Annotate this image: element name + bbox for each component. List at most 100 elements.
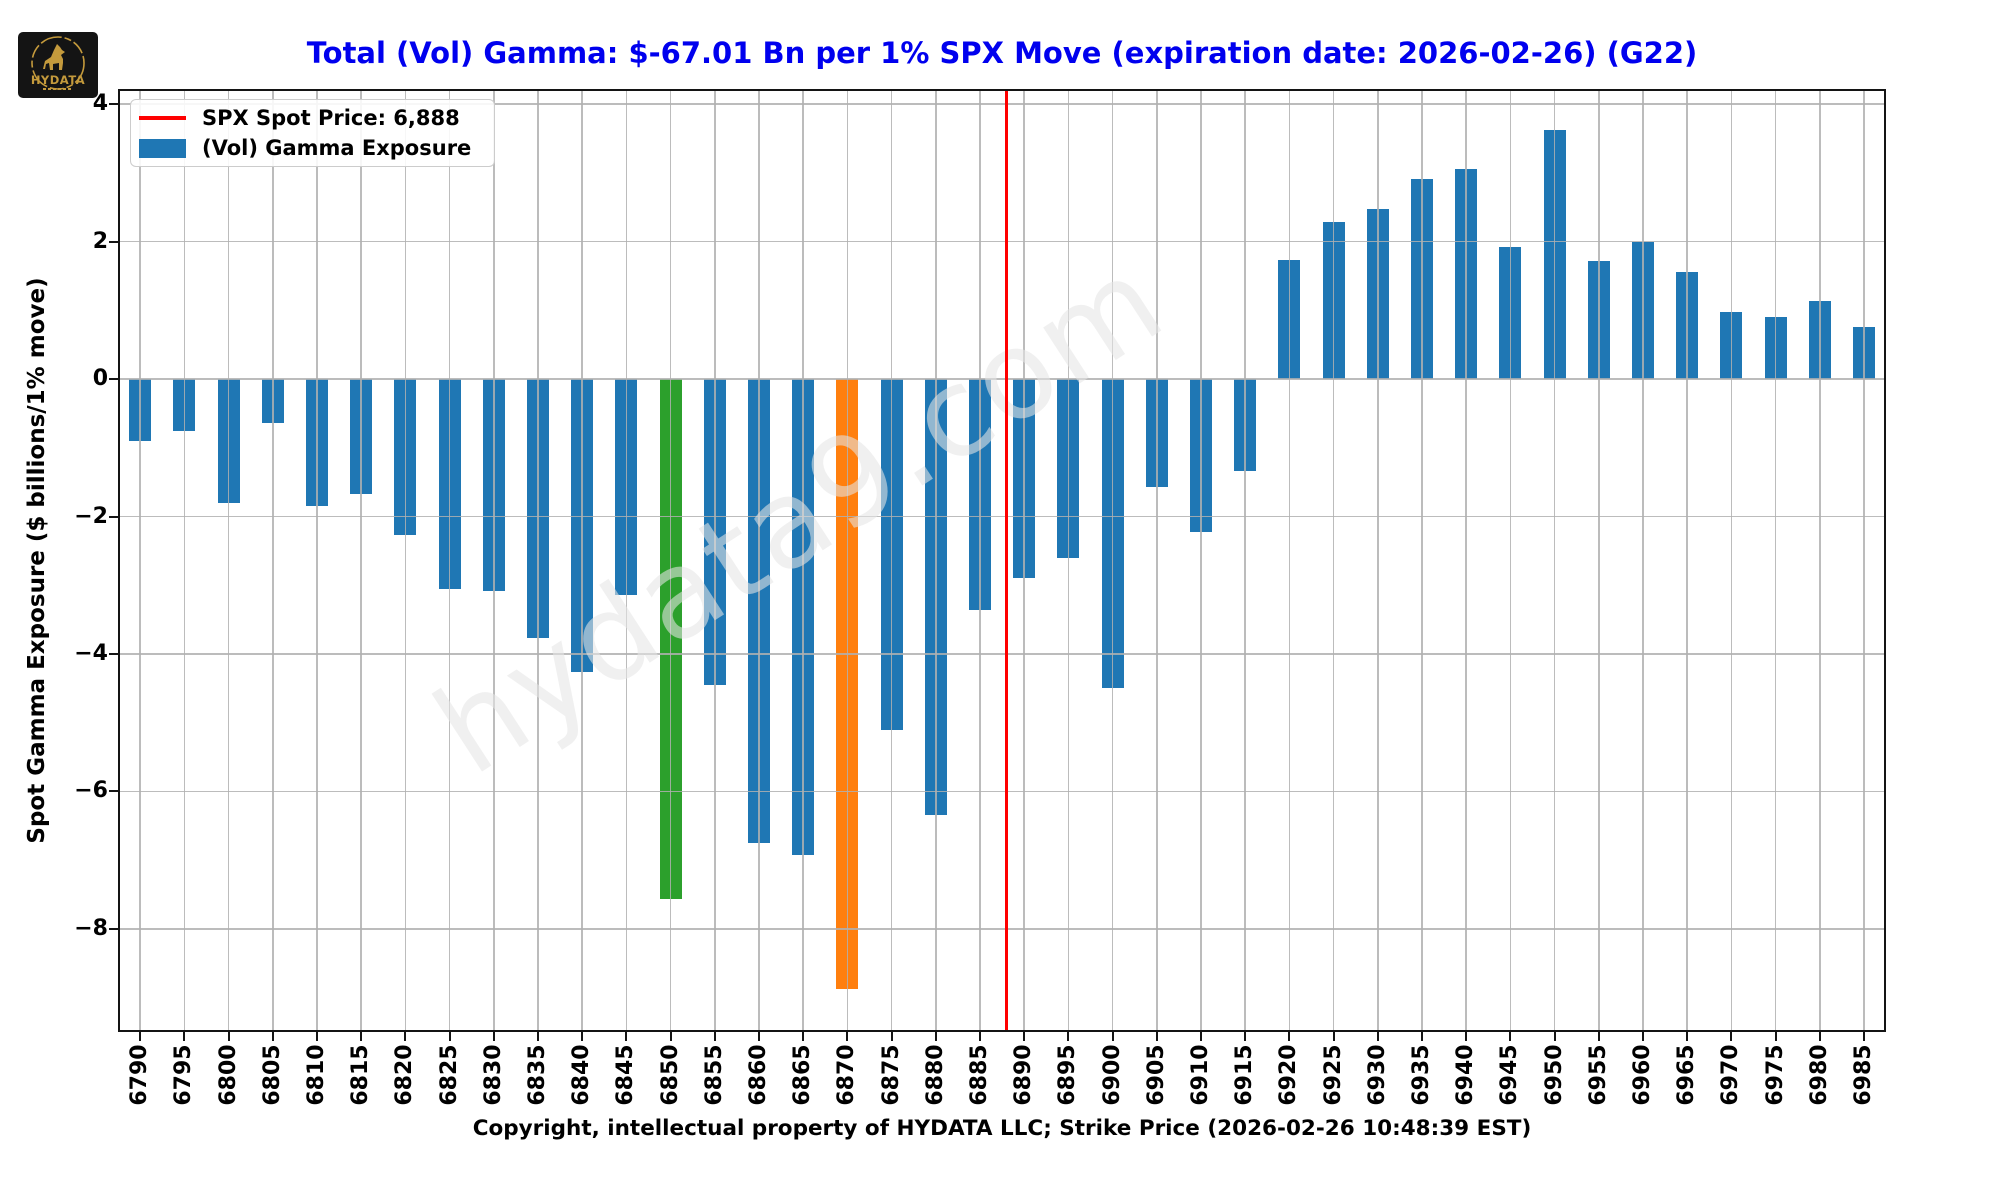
vertical-gridline — [1244, 89, 1246, 1032]
y-tick-label: 0 — [92, 366, 108, 391]
vertical-gridline — [802, 89, 804, 1032]
spot-line-swatch — [139, 116, 186, 120]
x-tick-mark — [846, 1032, 849, 1041]
x-tick-label-6965: 6965 — [1674, 1044, 1700, 1106]
vertical-gridline — [139, 89, 141, 1032]
vertical-gridline — [581, 89, 583, 1032]
copyright-caption: Copyright, intellectual property of HYDA… — [472, 1116, 1532, 1141]
x-tick-mark — [1199, 1032, 1202, 1041]
vertical-gridline — [979, 89, 981, 1032]
x-tick-mark — [1465, 1032, 1468, 1041]
x-tick-label-6890: 6890 — [1011, 1044, 1037, 1106]
x-tick-label-6920: 6920 — [1276, 1044, 1302, 1106]
y-tick-mark — [109, 653, 118, 655]
x-tick-label-6925: 6925 — [1320, 1044, 1346, 1106]
x-tick-mark — [1067, 1032, 1070, 1041]
x-tick-label-6795: 6795 — [171, 1044, 197, 1106]
x-tick-mark — [492, 1032, 495, 1041]
x-tick-mark — [536, 1032, 539, 1041]
x-tick-label-6915: 6915 — [1232, 1044, 1258, 1106]
legend: SPX Spot Price: 6,888 (Vol) Gamma Exposu… — [130, 99, 495, 167]
x-tick-label-6805: 6805 — [259, 1044, 285, 1106]
vertical-gridline — [625, 89, 627, 1032]
vertical-gridline — [1774, 89, 1777, 1032]
x-tick-label-6865: 6865 — [790, 1044, 816, 1106]
vertical-gridline — [1377, 89, 1379, 1032]
x-tick-mark — [1509, 1032, 1512, 1041]
y-tick-mark — [109, 927, 118, 930]
x-tick-label-6985: 6985 — [1850, 1044, 1876, 1106]
vertical-gridline — [846, 89, 849, 1032]
x-tick-label-6815: 6815 — [348, 1044, 374, 1106]
x-tick-label-6910: 6910 — [1187, 1044, 1213, 1106]
x-tick-label-6940: 6940 — [1453, 1044, 1479, 1106]
vertical-gridline — [1553, 89, 1556, 1032]
x-tick-label-6845: 6845 — [613, 1044, 639, 1106]
gamma-exposure-swatch — [139, 138, 186, 158]
horizontal-gridline — [118, 103, 1886, 105]
x-tick-label-6870: 6870 — [834, 1044, 860, 1106]
vertical-gridline — [1023, 89, 1025, 1032]
vertical-gridline — [714, 89, 716, 1032]
legend-spot-price-label: SPX Spot Price: 6,888 — [202, 106, 460, 130]
vertical-gridline — [537, 89, 539, 1032]
vertical-gridline — [272, 89, 274, 1032]
y-tick-mark — [109, 790, 118, 793]
vertical-gridline — [1200, 89, 1202, 1032]
x-tick-mark — [315, 1032, 318, 1041]
x-tick-label-6875: 6875 — [878, 1044, 904, 1106]
x-tick-label-6830: 6830 — [480, 1044, 506, 1106]
vertical-gridline — [1332, 89, 1335, 1032]
y-tick-label: −8 — [74, 915, 108, 941]
x-tick-label-6950: 6950 — [1541, 1044, 1567, 1106]
vertical-gridline — [1067, 89, 1070, 1032]
y-tick-label: −2 — [74, 503, 108, 529]
y-tick-mark — [109, 240, 118, 243]
x-tick-mark — [1244, 1032, 1247, 1041]
vertical-gridline — [316, 89, 318, 1032]
x-tick-mark — [625, 1032, 628, 1041]
x-tick-mark — [1641, 1032, 1644, 1041]
vertical-gridline — [669, 89, 672, 1032]
x-tick-mark — [360, 1032, 363, 1041]
horizontal-gridline — [118, 790, 1886, 793]
x-tick-mark — [139, 1032, 142, 1041]
legend-row-gamma: (Vol) Gamma Exposure — [139, 136, 494, 160]
vertical-gridline — [227, 89, 230, 1032]
x-tick-mark — [1553, 1032, 1556, 1041]
x-tick-mark — [227, 1032, 230, 1041]
spx-spot-price-line — [1004, 89, 1008, 1032]
y-tick-label: 4 — [92, 91, 108, 117]
x-tick-label-6800: 6800 — [215, 1044, 241, 1106]
horizontal-gridline — [118, 515, 1886, 518]
y-tick-label: −6 — [74, 778, 108, 804]
legend-row-spot: SPX Spot Price: 6,888 — [139, 106, 494, 130]
x-tick-label-6790: 6790 — [127, 1044, 153, 1106]
x-tick-label-6935: 6935 — [1408, 1044, 1434, 1106]
y-tick-label: 2 — [92, 228, 108, 254]
vertical-gridline — [1598, 89, 1600, 1032]
vertical-gridline — [1686, 89, 1688, 1032]
x-tick-mark — [183, 1032, 186, 1041]
x-tick-mark — [1155, 1032, 1158, 1041]
x-tick-mark — [1862, 1032, 1865, 1041]
x-tick-label-6835: 6835 — [524, 1044, 550, 1106]
vertical-gridline — [183, 89, 186, 1032]
horizontal-gridline — [118, 240, 1886, 243]
x-tick-label-6980: 6980 — [1806, 1044, 1832, 1106]
horizontal-gridline — [118, 378, 1886, 380]
y-tick-mark — [109, 378, 118, 380]
vertical-gridline — [1509, 89, 1512, 1032]
x-tick-label-6850: 6850 — [657, 1044, 683, 1106]
vertical-gridline — [935, 89, 937, 1032]
x-tick-mark — [1023, 1032, 1026, 1041]
y-tick-mark — [109, 515, 118, 518]
x-tick-mark — [1730, 1032, 1733, 1041]
x-tick-mark — [1288, 1032, 1291, 1041]
x-tick-mark — [1376, 1032, 1379, 1041]
y-tick-mark — [109, 103, 118, 106]
horizontal-gridline — [118, 653, 1886, 655]
legend-gamma-label: (Vol) Gamma Exposure — [202, 136, 472, 160]
y-axis-label: Spot Gamma Exposure ($ billions/1% move) — [24, 277, 50, 844]
x-tick-label-6860: 6860 — [745, 1044, 771, 1106]
